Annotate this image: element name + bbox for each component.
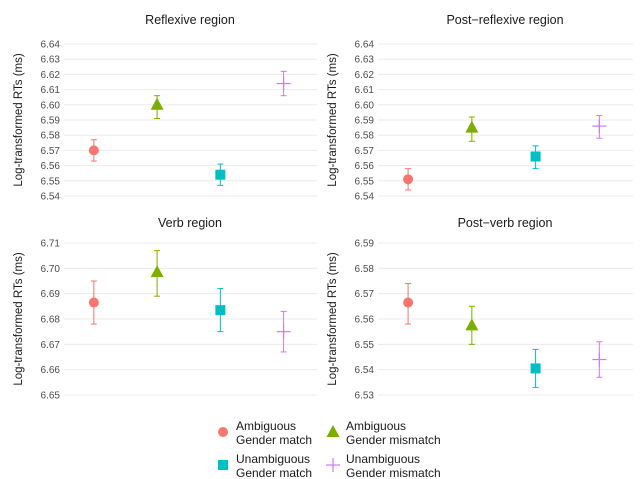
data-point bbox=[530, 151, 541, 162]
panel-2: Post−reflexive region Log-transformed RTs… bbox=[327, 13, 633, 203]
legend-label-line2: Gender mismatch bbox=[346, 433, 441, 447]
y-tick-label: 6.63 bbox=[355, 55, 375, 66]
data-point bbox=[276, 76, 291, 91]
y-tick-label: 6.65 bbox=[41, 391, 61, 402]
y-tick-label: 6.55 bbox=[355, 340, 375, 351]
y-tick-label: 6.58 bbox=[355, 131, 375, 142]
y-tick-label: 6.60 bbox=[41, 100, 61, 111]
y-tick-label: 6.62 bbox=[41, 70, 61, 81]
legend-label-line2: Gender match bbox=[236, 433, 312, 447]
y-axis-label: Log-transformed RTs (ms) bbox=[327, 252, 339, 386]
panel-title: Verb region bbox=[158, 216, 222, 230]
y-tick-label: 6.55 bbox=[41, 176, 61, 187]
legend-label-line1: Ambiguous bbox=[346, 419, 406, 433]
data-point bbox=[215, 169, 226, 180]
y-tick-label: 6.59 bbox=[41, 116, 61, 127]
y-tick-label: 6.55 bbox=[355, 176, 375, 187]
y-axis-label: Log-transformed RTs (ms) bbox=[13, 53, 25, 187]
y-tick-label: 6.64 bbox=[355, 40, 375, 51]
y-tick-label: 6.60 bbox=[355, 100, 375, 111]
y-tick-label: 6.57 bbox=[355, 289, 375, 300]
y-tick-label: 6.53 bbox=[355, 391, 375, 402]
y-tick-label: 6.61 bbox=[41, 85, 61, 96]
y-tick-label: 6.66 bbox=[41, 365, 61, 376]
legend-label-line1: Unambiguous bbox=[346, 452, 420, 466]
data-point bbox=[276, 324, 291, 339]
legend-label-line2: Gender match bbox=[236, 466, 312, 479]
y-tick-label: 6.71 bbox=[41, 239, 61, 250]
data-point bbox=[215, 305, 226, 316]
panel-1: Reflexive region Log-transformed RTs (ms)… bbox=[13, 13, 317, 203]
y-tick-label: 6.58 bbox=[41, 131, 61, 142]
y-axis-label: Log-transformed RTs (ms) bbox=[327, 53, 339, 187]
panel-3: Verb region Log-transformed RTs (ms) 6.65 6… bbox=[13, 216, 317, 402]
data-point bbox=[88, 145, 99, 156]
legend-key-triangle bbox=[326, 425, 340, 437]
legend-key-square bbox=[218, 460, 228, 470]
data-point bbox=[150, 97, 164, 110]
y-tick-label: 6.56 bbox=[355, 315, 375, 326]
data-point bbox=[592, 119, 607, 134]
y-tick-label: 6.57 bbox=[355, 146, 375, 157]
legend-key-plus bbox=[326, 458, 340, 472]
panel-4: Post−verb region Log-transformed RTs (ms)… bbox=[327, 216, 633, 402]
panel-title: Post−verb region bbox=[458, 216, 553, 230]
y-tick-label: 6.62 bbox=[355, 70, 375, 81]
data-point bbox=[403, 297, 414, 308]
y-tick-label: 6.56 bbox=[355, 161, 375, 172]
data-point bbox=[592, 352, 607, 367]
panel-title: Post−reflexive region bbox=[446, 13, 563, 27]
data-point bbox=[465, 120, 479, 133]
legend-label-line2: Gender mismatch bbox=[346, 466, 441, 479]
panel-title: Reflexive region bbox=[145, 13, 235, 27]
y-tick-label: 6.57 bbox=[41, 146, 61, 157]
y-tick-label: 6.67 bbox=[41, 340, 61, 351]
y-tick-label: 6.59 bbox=[355, 116, 375, 127]
y-tick-label: 6.54 bbox=[355, 192, 375, 203]
y-tick-label: 6.70 bbox=[41, 264, 61, 275]
y-tick-label: 6.68 bbox=[41, 315, 61, 326]
data-point bbox=[530, 363, 541, 374]
y-axis-label: Log-transformed RTs (ms) bbox=[13, 252, 25, 386]
y-tick-label: 6.58 bbox=[355, 264, 375, 275]
y-tick-label: 6.56 bbox=[41, 161, 61, 172]
legend-key-circle bbox=[218, 427, 228, 437]
y-tick-label: 6.59 bbox=[355, 239, 375, 250]
y-tick-label: 6.54 bbox=[355, 365, 375, 376]
data-point bbox=[150, 265, 164, 278]
data-point bbox=[465, 318, 479, 331]
y-tick-label: 6.63 bbox=[41, 55, 61, 66]
data-point bbox=[88, 297, 99, 308]
y-tick-label: 6.69 bbox=[41, 289, 61, 300]
y-tick-label: 6.64 bbox=[41, 40, 61, 51]
legend-label-line1: Ambiguous bbox=[236, 419, 296, 433]
legend-label-line1: Unambiguous bbox=[236, 452, 310, 466]
y-tick-label: 6.61 bbox=[355, 85, 375, 96]
data-point bbox=[403, 174, 414, 185]
y-tick-label: 6.54 bbox=[41, 192, 61, 203]
